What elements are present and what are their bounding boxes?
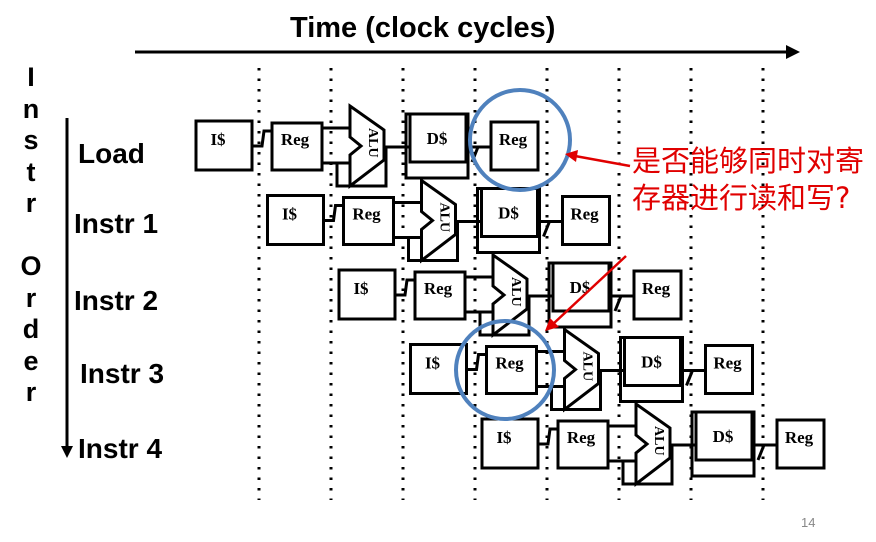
wire [542,220,551,238]
dmem-box [623,336,682,387]
reg-read-box [485,345,538,395]
wire [466,353,487,371]
reg-write-box [632,269,683,321]
wire [395,278,415,297]
time-axis-title: Time (clock cycles) [290,12,556,44]
wire [407,221,459,262]
alu-shape [491,252,529,339]
imem-label: I$ [210,130,226,149]
highlight-circle-read [454,319,556,421]
row-label-instr4: Instr 4 [78,433,163,464]
vertical-letter: e [23,345,39,376]
annotation-arrow-2-head [545,318,559,331]
reg-read-label: Reg [281,130,310,149]
highlight-circle-write [468,88,572,192]
annotation-arrow-2 [552,255,627,325]
vertical-letter: d [22,314,40,344]
dmem-label: D$ [427,129,448,148]
reg-write-label: Reg [785,428,814,447]
vertical-letter: t [26,156,36,187]
dmem-label: D$ [641,353,662,372]
wire [621,445,674,486]
reg-write-label: Reg [642,279,671,298]
alu-shape [563,326,600,413]
annotation-question: 是否能够同时对寄存器进行读和写? [632,144,865,215]
imem-box [337,268,397,321]
vertical-letter: r [25,377,37,407]
wire [550,370,602,411]
reg-read-label: Reg [352,205,381,224]
reg-write-label: Reg [713,354,742,373]
row-label-instr3: Instr 3 [80,358,165,389]
alu-label: ALU [365,128,380,158]
imem-box [194,119,254,172]
dmem-box [408,112,468,164]
alu-label: ALU [508,277,523,307]
vertical-letter: O [20,251,42,281]
wire [252,129,272,148]
reg-read-label: Reg [424,279,453,298]
alu-shape [420,177,457,264]
row-label-instr2: Instr 2 [74,285,159,316]
alu-label: ALU [651,426,666,456]
reg-read-label: Reg [567,428,596,447]
imem-label: I$ [425,354,441,373]
imem-box [480,417,540,470]
time-arrow-head [786,45,800,59]
wire [756,444,766,461]
row-label-load: Load [78,138,145,169]
reg-read-box [342,196,395,246]
reg-write-box [561,195,611,246]
vertical-letter: r [25,188,37,218]
annotation-arrow-1 [574,154,631,168]
alu-shape [634,401,672,488]
wire [613,295,623,312]
dmem-label: D$ [498,204,519,223]
annotation-arrow-1-head [565,150,578,162]
imem-label: I$ [353,279,369,298]
wire [323,204,344,222]
wire [685,369,694,387]
alu-label: ALU [580,352,595,382]
wire [538,427,558,446]
reg-write-label: Reg [499,130,528,149]
reg-read-box [270,121,324,172]
imem-box [266,194,325,246]
reg-read-box [556,419,610,470]
reg-write-box [704,344,754,395]
vertical-letter: s [23,125,39,155]
dmem-label: D$ [570,278,591,297]
reg-write-box [489,120,540,172]
row-label-instr1: Instr 1 [74,208,159,239]
reg-write-box [775,418,826,470]
wire [335,147,388,188]
alu-label: ALU [437,203,452,233]
dmem-box [694,410,754,462]
reg-read-box [413,270,467,321]
reg-read-label: Reg [495,354,524,373]
dmem-label: D$ [713,427,734,446]
wire [478,296,531,337]
page-number: 14 [801,515,816,530]
imem-label: I$ [496,428,512,447]
alu-shape [348,103,386,190]
order-arrow-head [61,446,73,458]
dmem-box [551,261,611,313]
vertical-letter: I [27,62,35,92]
reg-write-label: Reg [570,205,599,224]
vertical-letter: n [22,93,40,124]
vertical-letter: r [25,282,37,313]
imem-label: I$ [282,205,298,224]
